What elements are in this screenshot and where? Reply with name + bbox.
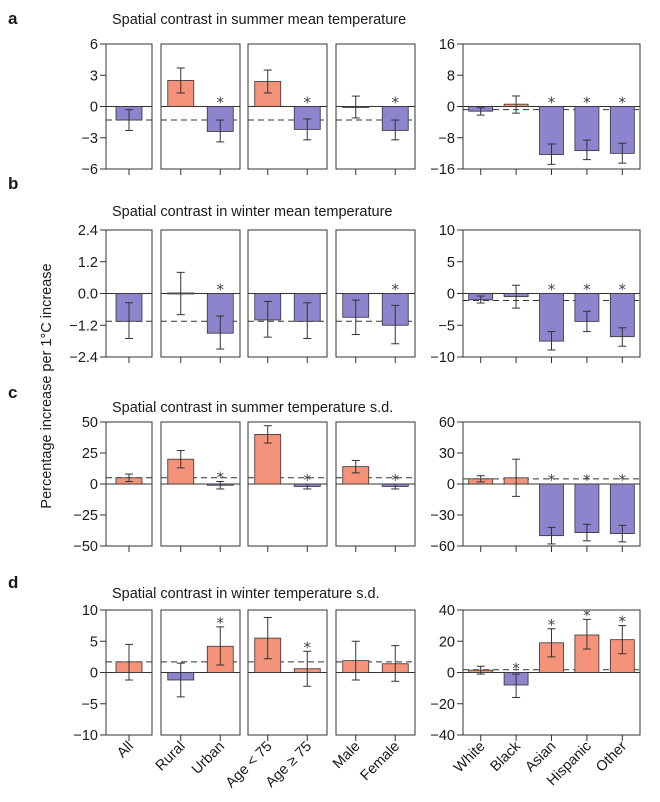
significance-marker: * bbox=[583, 471, 591, 489]
y-tick-label: 0 bbox=[90, 100, 98, 116]
significance-marker: * bbox=[583, 281, 591, 299]
significance-marker: * bbox=[548, 281, 556, 299]
panel-title-c: Spatial contrast in summer temperature s… bbox=[112, 400, 393, 416]
y-tick-label: −60 bbox=[430, 539, 455, 555]
significance-marker: * bbox=[392, 471, 400, 489]
panel-title-a: Spatial contrast in summer mean temperat… bbox=[112, 12, 406, 28]
category-label: Female bbox=[358, 739, 404, 785]
panel-title-b: Spatial contrast in winter mean temperat… bbox=[112, 204, 392, 220]
y-tick-label: 30 bbox=[439, 446, 455, 462]
category-label: White bbox=[451, 739, 489, 777]
y-tick-label: 0 bbox=[447, 100, 455, 116]
y-tick-label: 3 bbox=[90, 68, 98, 84]
y-axis-label: Percentage increase per 1°C increase bbox=[39, 263, 55, 508]
y-tick-label: 0.0 bbox=[78, 287, 98, 303]
y-tick-label: 0 bbox=[90, 666, 98, 682]
y-tick-label: −30 bbox=[430, 508, 455, 524]
panel-letter-a: a bbox=[8, 9, 18, 28]
significance-marker: * bbox=[392, 94, 400, 112]
y-tick-label: −50 bbox=[73, 539, 98, 555]
y-tick-label: 2.4 bbox=[78, 223, 98, 239]
y-tick-label: 50 bbox=[82, 415, 98, 431]
significance-marker: * bbox=[217, 614, 225, 632]
category-label: Urban bbox=[189, 739, 228, 778]
significance-marker: * bbox=[304, 638, 312, 656]
significance-marker: * bbox=[619, 281, 627, 299]
y-tick-label: 40 bbox=[439, 603, 455, 619]
significance-marker: * bbox=[217, 469, 225, 487]
y-tick-label: 8 bbox=[447, 68, 455, 84]
significance-marker: * bbox=[548, 471, 556, 489]
y-tick-label: −1.2 bbox=[69, 318, 98, 334]
y-tick-label: −10 bbox=[430, 350, 455, 366]
y-tick-label: −40 bbox=[430, 728, 455, 744]
significance-marker: * bbox=[217, 281, 225, 299]
y-tick-label: −5 bbox=[438, 318, 455, 334]
y-tick-label: 0 bbox=[90, 477, 98, 493]
y-tick-label: −8 bbox=[438, 131, 455, 147]
y-tick-label: 10 bbox=[439, 223, 455, 239]
y-tick-label: 0 bbox=[447, 666, 455, 682]
y-tick-label: 60 bbox=[439, 415, 455, 431]
y-tick-label: 1.2 bbox=[78, 255, 98, 271]
y-tick-label: 10 bbox=[82, 603, 98, 619]
significance-marker: * bbox=[304, 94, 312, 112]
category-label: Other bbox=[593, 738, 630, 775]
y-tick-label: 25 bbox=[82, 446, 98, 462]
significance-marker: * bbox=[619, 613, 627, 631]
panel-title-d: Spatial contrast in winter temperature s… bbox=[112, 586, 380, 602]
category-label: Male bbox=[330, 739, 364, 773]
y-tick-label: −16 bbox=[430, 162, 455, 178]
y-tick-label: −25 bbox=[73, 508, 98, 524]
significance-marker: * bbox=[217, 94, 225, 112]
panel-letter-c: c bbox=[8, 383, 17, 402]
category-label: Rural bbox=[153, 739, 189, 775]
y-tick-label: 0 bbox=[447, 287, 455, 303]
panel-letter-d: d bbox=[8, 573, 18, 592]
y-tick-label: 20 bbox=[439, 634, 455, 650]
significance-marker: * bbox=[619, 94, 627, 112]
y-tick-label: −2.4 bbox=[69, 350, 98, 366]
panel-letter-b: b bbox=[8, 174, 18, 193]
significance-marker: * bbox=[619, 471, 627, 489]
significance-marker: * bbox=[512, 660, 520, 678]
y-tick-label: −5 bbox=[81, 697, 98, 713]
category-label: Black bbox=[488, 738, 525, 775]
y-tick-label: 0 bbox=[447, 477, 455, 493]
category-label: All bbox=[114, 739, 137, 762]
y-tick-label: −20 bbox=[430, 697, 455, 713]
significance-marker: * bbox=[304, 471, 312, 489]
y-tick-label: 16 bbox=[439, 37, 455, 53]
y-tick-label: 5 bbox=[447, 255, 455, 271]
significance-marker: * bbox=[548, 616, 556, 634]
y-tick-label: 6 bbox=[90, 37, 98, 53]
y-tick-label: −6 bbox=[81, 162, 98, 178]
significance-marker: * bbox=[583, 94, 591, 112]
significance-marker: * bbox=[548, 94, 556, 112]
significance-marker: * bbox=[583, 606, 591, 624]
y-tick-label: −3 bbox=[81, 131, 98, 147]
significance-marker: * bbox=[392, 281, 400, 299]
y-tick-label: 5 bbox=[90, 634, 98, 650]
y-tick-label: −10 bbox=[73, 728, 98, 744]
